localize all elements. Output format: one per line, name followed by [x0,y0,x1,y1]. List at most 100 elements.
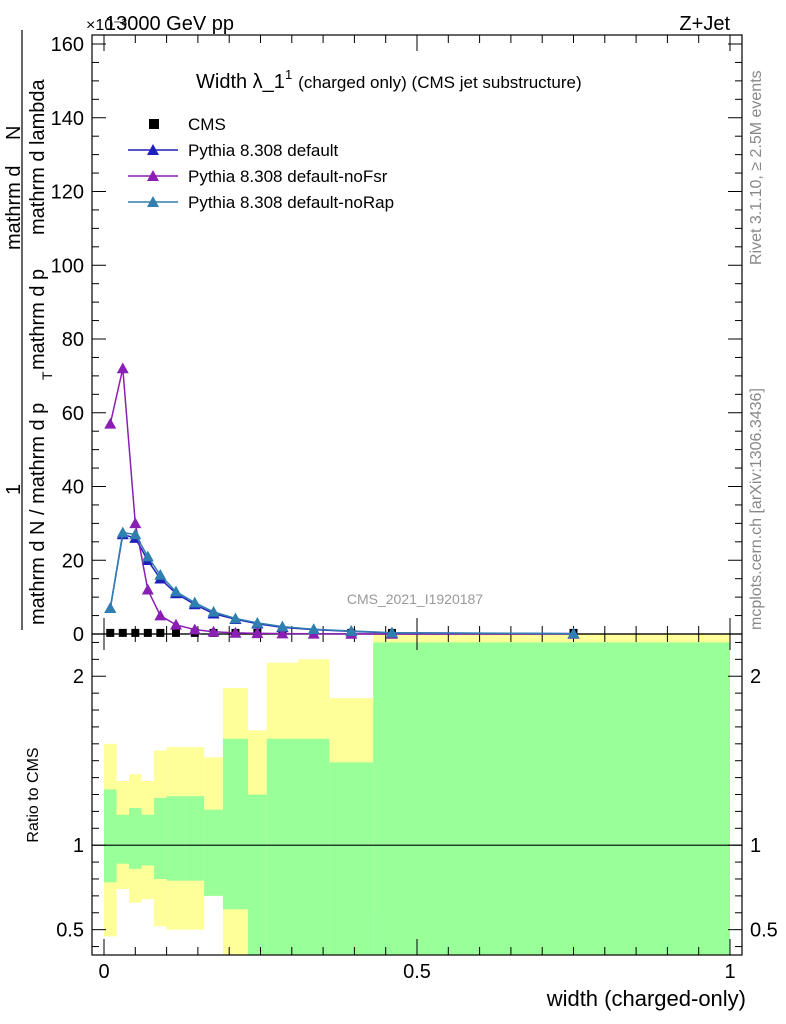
mcplots-label: mcplots.cern.ch [arXiv:1306.3436] [748,388,765,630]
noFsr-point-1 [116,362,129,374]
green-band-8 [222,738,248,910]
upper-ytick-label-120: 120 [51,182,84,204]
lower-xtick-label-0.5: 0.5 [403,961,431,983]
cms-point-5 [171,628,180,637]
noRap-point-12 [345,625,358,636]
noFsr-point-0 [104,417,117,429]
upper-series-group [104,362,580,639]
green-band-3 [141,814,155,866]
noFsr-point-2 [129,517,142,529]
series-line-default [109,533,574,635]
noFsr-point-9 [251,627,264,639]
plot-title-main: Width λ_1 [196,71,285,93]
header-left: 13000 GeV pp [105,13,234,35]
green-band-0 [104,789,117,883]
legend-label-default: Pythia 8.308 default [188,141,339,160]
green-band-5 [166,796,186,881]
noFsr-point-8 [229,626,242,638]
noRap-point-10 [276,620,289,632]
green-band-9 [247,794,267,955]
noFsr-point-7 [207,625,220,637]
green-band-13 [373,642,417,955]
legend: CMS Pythia 8.308 default Pythia 8.308 defa… [128,115,394,212]
upper-ytick-label-60: 60 [62,403,84,425]
ylabel-bottom-d: mathrm d lambda [27,79,49,235]
cms-point-2 [131,628,140,637]
cms-point-0 [106,628,115,637]
noRap-point-5 [169,585,182,597]
series-line-noRap [109,531,574,635]
ylabel-top-a: mathrm d [3,166,25,250]
green-band-12 [329,762,374,955]
plot-title-suffix: (charged only) (CMS jet substructure) [298,73,581,92]
ylabel-denominator: mathrm d N / mathrm d p [27,403,49,625]
lower-ytick-label-left-1: 1 [73,835,84,857]
plot-title: Width λ_11 (charged only) (CMS jet substr… [196,67,582,93]
upper-y-label: 1 mathrm d N / mathrm d p T mathrm d N m… [3,30,55,630]
noRap-point-9 [251,616,264,628]
cms-point-4 [156,628,165,637]
cms-point-3 [143,628,152,637]
upper-ytick-label-140: 140 [51,108,84,130]
green-band-6 [185,796,205,881]
green-band-1 [116,814,130,864]
noRap-point-13 [385,626,398,638]
noRap-point-4 [154,569,167,580]
lower-ytick-label-right-2: 2 [750,666,761,688]
legend-label-cms: CMS [188,115,226,134]
lower-ytick-label-left-0.5: 0.5 [56,920,84,942]
lower-ytick-label-right-1: 1 [750,835,761,857]
noRap-point-11 [307,623,320,635]
legend-marker-noRap [147,196,159,207]
green-band-11 [298,738,330,955]
upper-ytick-label-160: 160 [51,34,84,56]
legend-marker-cms [149,119,159,129]
noRap-point-14 [567,627,580,639]
plot-title-sup: 1 [285,67,292,82]
noFsr-point-4 [154,609,167,621]
series-noRap [104,526,580,639]
x-axis-label: width (charged-only) [546,986,746,1011]
rivet-label: Rivet 3.1.10, ≥ 2.5M events [748,70,765,265]
upper-ytick-label-20: 20 [62,550,84,572]
lower-xtick-label-1: 1 [724,961,735,983]
legend-label-noRap: Pythia 8.308 default-noRap [188,193,394,212]
green-band-2 [129,808,142,869]
series-noFsr [104,362,580,639]
noRap-point-1 [116,526,129,538]
upper-ytick-label-100: 100 [51,255,84,277]
ylabel-bottom-c: mathrm d p [27,269,49,370]
lower-xtick-label-0: 0 [98,961,109,983]
noRap-point-0 [104,602,117,613]
noRap-point-7 [207,605,220,617]
green-band-14 [417,642,730,955]
noRap-point-3 [141,550,154,562]
y-exponent: ×10⁻³ [86,17,128,34]
lower-ytick-label-left-2: 2 [73,666,84,688]
green-band-4 [154,797,167,879]
legend-marker-default [147,144,159,155]
ylabel-top-b: N [3,126,25,140]
noFsr-point-5 [169,618,182,630]
green-band-10 [266,738,299,955]
lower-y-label: Ratio to CMS [25,747,42,842]
legend-label-noFsr: Pythia 8.308 default-noFsr [188,167,388,186]
cms-point-1 [118,628,127,637]
watermark: CMS_2021_I1920187 [347,591,483,607]
upper-ytick-label-80: 80 [62,329,84,351]
green-band-7 [204,809,223,896]
noRap-point-8 [229,612,242,624]
upper-ytick-label-0: 0 [73,624,84,646]
lower-ytick-label-right-0.5: 0.5 [750,920,778,942]
legend-marker-noFsr [147,170,159,181]
noRap-point-6 [188,596,201,608]
noRap-point-2 [129,528,142,540]
ratio-bands [92,634,742,955]
noFsr-point-3 [141,583,154,595]
noFsr-point-10 [276,627,289,639]
header-right: Z+Jet [679,13,730,35]
noFsr-point-6 [188,623,201,635]
upper-ytick-label-40: 40 [62,477,84,499]
ylabel-sub-t: T [39,371,55,380]
